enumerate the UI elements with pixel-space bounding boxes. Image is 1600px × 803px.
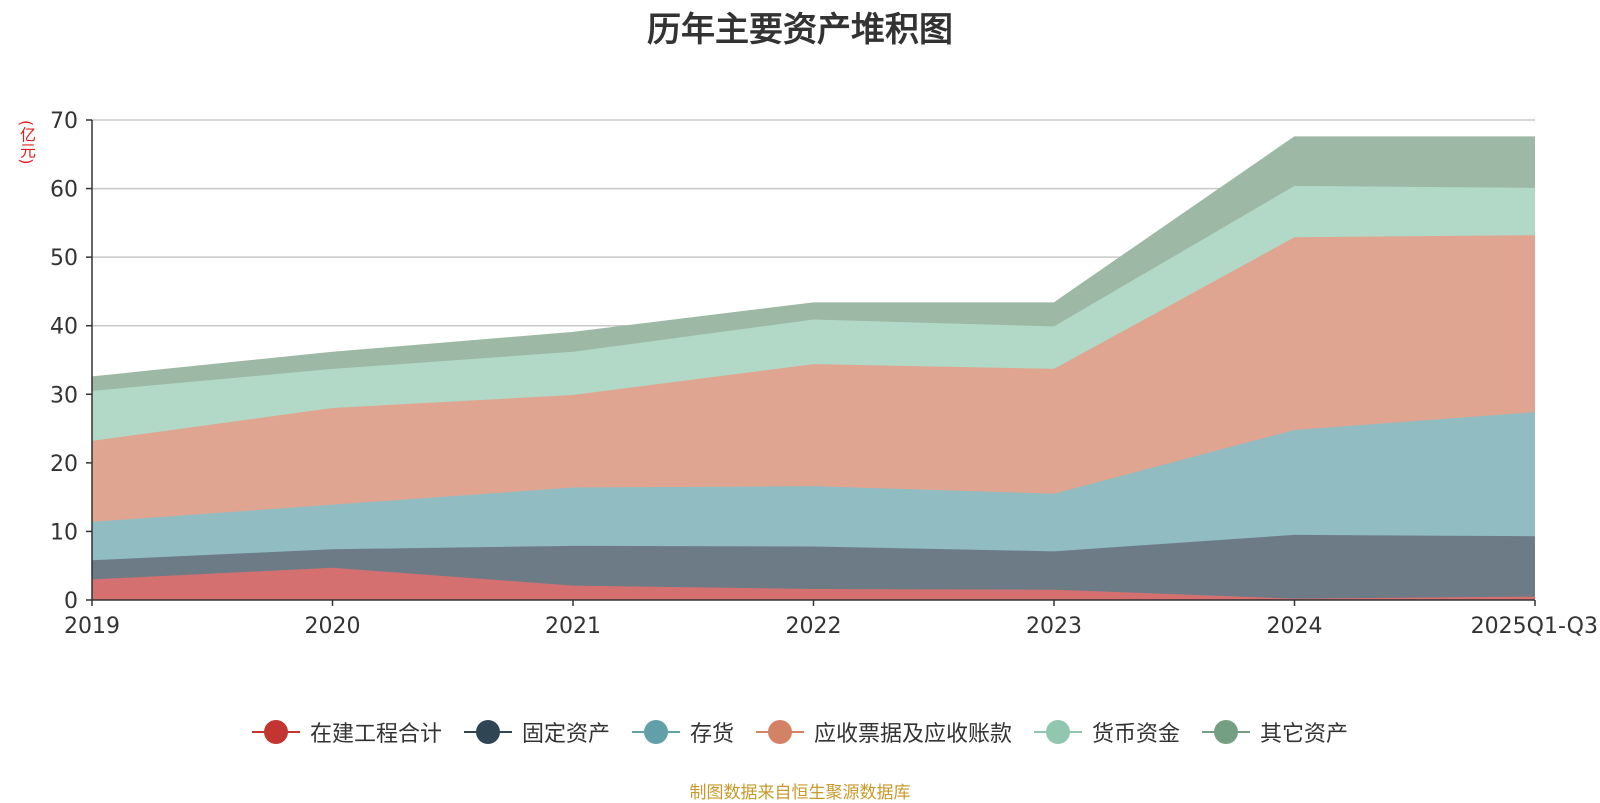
area-series xyxy=(91,136,1536,600)
legend-item[interactable]: 固定资产 xyxy=(463,716,610,748)
y-tick-label: 10 xyxy=(50,520,78,545)
legend-item[interactable]: 其它资产 xyxy=(1202,716,1348,748)
area-series-1 xyxy=(92,534,1535,599)
area-series-0 xyxy=(92,567,1535,600)
legend: 在建工程合计 固定资产 存货 应收票据及应收账款 货币资金 其它资产 xyxy=(0,716,1600,748)
legend-marker-icon xyxy=(631,720,680,744)
y-axis-unit-label: (亿元) xyxy=(17,120,36,165)
legend-label: 应收票据及应收账款 xyxy=(814,722,1013,747)
y-tick-label: 0 xyxy=(64,589,78,614)
legend-item[interactable]: 应收票据及应收账款 xyxy=(756,716,1012,748)
x-tick-label: 2023 xyxy=(1026,614,1082,639)
legend-marker-icon xyxy=(1034,720,1083,744)
x-tick-label: 2025Q1-Q3 xyxy=(1471,614,1598,639)
legend-item[interactable]: 在建工程合计 xyxy=(251,716,442,748)
axes: 0 10 20 30 40 50 60 70 2019 2020 2021 2022 2023 2024 2… xyxy=(50,109,1598,639)
area-series-4 xyxy=(92,185,1535,441)
legend-marker-icon xyxy=(251,720,300,744)
y-tick-label: 70 xyxy=(50,109,78,134)
y-tick-label: 60 xyxy=(50,178,78,203)
legend-item[interactable]: 货币资金 xyxy=(1034,716,1180,748)
stacked-area-chart: 0 10 20 30 40 50 60 70 2019 2020 2021 2022 2023 2024 2… xyxy=(50,109,1598,639)
y-tick-label: 20 xyxy=(50,452,78,477)
legend-item[interactable]: 存货 xyxy=(631,716,734,748)
source-note: 制图数据来自恒生聚源数据库 xyxy=(689,783,911,803)
legend-label: 货币资金 xyxy=(1092,722,1181,747)
x-tick-label: 2019 xyxy=(64,614,120,639)
y-tick-label: 40 xyxy=(50,315,78,340)
area-series-5 xyxy=(92,137,1535,391)
legend-label: 存货 xyxy=(689,722,734,747)
legend-marker-icon xyxy=(756,720,804,744)
legend-marker-icon xyxy=(463,720,512,744)
legend-label: 其它资产 xyxy=(1260,722,1349,747)
area-series-3 xyxy=(92,235,1535,522)
y-tick-label: 50 xyxy=(50,246,78,271)
chart-title: 历年主要资产堆积图 xyxy=(647,10,953,50)
x-tick-label: 2021 xyxy=(545,614,601,639)
x-tick-label: 2022 xyxy=(786,614,842,639)
x-tick-label: 2020 xyxy=(305,614,361,639)
y-tick-label: 30 xyxy=(50,383,78,408)
legend-label: 固定资产 xyxy=(521,722,610,747)
area-edge-5 xyxy=(91,136,1535,378)
x-tick-label: 2024 xyxy=(1267,614,1323,639)
legend-marker-icon xyxy=(1202,720,1251,744)
legend-label: 在建工程合计 xyxy=(309,722,442,747)
